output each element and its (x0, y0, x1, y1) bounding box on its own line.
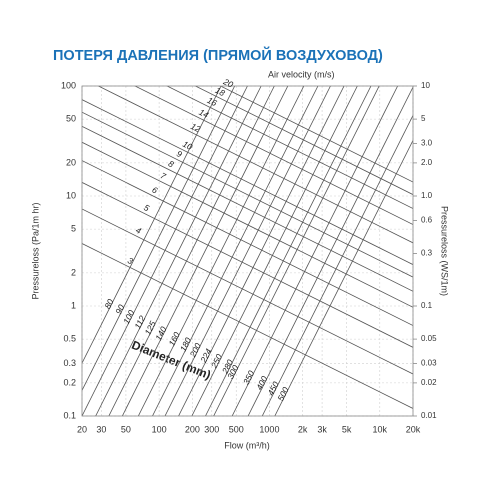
velocity-line (219, 86, 413, 183)
plot-frame (81, 85, 414, 417)
y-tick-label: 20 (66, 157, 76, 167)
velocity-label: 3 (126, 255, 135, 266)
x-tick-label: 1000 (259, 424, 279, 434)
y2-tick-label: 0.6 (421, 216, 433, 225)
diameter-line (108, 86, 275, 416)
diameter-line (152, 86, 319, 416)
velocity-title: Air velocity (m/s) (268, 69, 335, 79)
x-tick-label: 3k (317, 424, 327, 434)
y2-tick-label: 3.0 (421, 139, 433, 148)
y2-tick-label: 0.02 (421, 378, 437, 387)
diameter-line (82, 86, 236, 392)
velocity-label: 5 (142, 202, 151, 213)
velocity-line (134, 86, 413, 225)
y-tick-label: 0.3 (63, 358, 76, 368)
velocity-label: 6 (150, 184, 159, 195)
diameter-line (164, 86, 331, 416)
velocity-line (82, 182, 413, 348)
velocity-line (82, 111, 413, 278)
diameter-label: 350 (241, 369, 256, 386)
y-tick-label: 5 (71, 223, 76, 233)
y-axis-label: Pressureloss (Pa/1m hr) (30, 202, 40, 299)
x-tick-label: 20k (406, 424, 421, 434)
velocity-label: 8 (167, 158, 176, 169)
y2-tick-label: 10 (421, 81, 430, 90)
diameter-line (205, 86, 372, 416)
diameter-label: 90 (113, 303, 126, 316)
x-tick-label: 500 (229, 424, 244, 434)
y-tick-label: 10 (66, 190, 76, 200)
y-tick-label: 0.5 (63, 333, 76, 343)
x-tick-label: 300 (204, 424, 219, 434)
y2-tick-label: 0.1 (421, 301, 433, 310)
diameter-line (82, 86, 222, 365)
y-tick-label: 100 (61, 80, 76, 90)
velocity-line (97, 86, 413, 244)
velocity-line (82, 208, 413, 375)
diameter-line (247, 86, 413, 416)
x-tick-label: 20 (77, 424, 87, 434)
x-tick-label: 200 (185, 424, 200, 434)
diameter-line (178, 86, 345, 416)
y2-tick-label: 0.3 (421, 249, 433, 258)
x-tick-label: 50 (121, 424, 131, 434)
velocity-label: 4 (134, 225, 143, 236)
x-tick-label: 10k (373, 424, 388, 434)
velocity-label: 14 (197, 107, 210, 120)
velocity-line (82, 125, 413, 292)
velocity-line (82, 141, 413, 308)
diameter-line (191, 86, 358, 416)
x-tick-label: 30 (96, 424, 106, 434)
velocity-label: 10 (181, 139, 194, 152)
velocity-line (166, 86, 413, 209)
diameter-line (137, 86, 305, 416)
velocity-line (194, 86, 413, 195)
velocity-line (82, 243, 413, 409)
diameter-line (261, 114, 413, 416)
velocity-label: 9 (175, 148, 184, 159)
x-tick-label: 2k (298, 424, 308, 434)
velocity-label: 12 (189, 121, 202, 134)
y2-tick-label: 5 (421, 114, 426, 123)
lines (82, 86, 413, 416)
y2-tick-label: 1.0 (421, 191, 433, 200)
diameter-line (231, 86, 398, 416)
x-tick-label: 5k (342, 424, 352, 434)
y-tick-label: 50 (66, 113, 76, 123)
y2-axis-label: Pressureloss (WS/1m) (440, 206, 450, 296)
velocity-label: 7 (159, 170, 168, 181)
diameter-label: 80 (102, 297, 115, 310)
diameter-line (213, 86, 380, 416)
velocity-label: 20 (221, 76, 235, 90)
x-axis-label: Flow (m³/h) (224, 440, 270, 450)
y2-tick-label: 0.03 (421, 359, 437, 368)
y2-tick-label: 0.01 (421, 411, 437, 420)
diameter-line (82, 86, 248, 416)
y-tick-label: 0.2 (63, 377, 76, 387)
velocity-line (82, 99, 413, 265)
diameter-line (95, 86, 262, 416)
y-tick-label: 1 (71, 300, 76, 310)
x-tick-label: 100 (152, 424, 167, 434)
velocity-label: 16 (206, 95, 219, 108)
y2-tick-label: 2.0 (421, 158, 433, 167)
velocity-label: 18 (214, 85, 227, 98)
velocity-line (82, 160, 413, 326)
y-tick-label: 0.1 (63, 410, 76, 420)
y2-tick-label: 0.05 (421, 334, 437, 343)
diameter-line (121, 86, 289, 416)
y-tick-label: 2 (71, 267, 76, 277)
chart-title: ПОТЕРЯ ДАВЛЕНИЯ (ПРЯМОЙ ВОЗДУХОВОД) (53, 46, 383, 64)
